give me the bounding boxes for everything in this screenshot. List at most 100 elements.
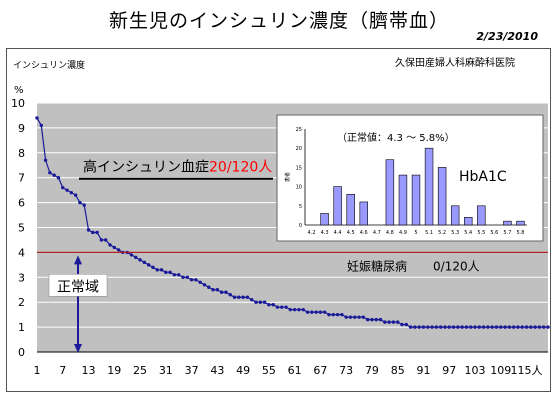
data-point	[39, 123, 43, 128]
data-point	[155, 268, 159, 272]
inset-bar	[503, 220, 512, 226]
data-point	[344, 315, 348, 319]
data-point	[348, 315, 353, 319]
data-point	[258, 300, 262, 304]
data-point	[408, 325, 413, 329]
data-point	[52, 173, 56, 177]
inset-bar	[411, 174, 421, 226]
data-point	[292, 307, 297, 312]
data-point	[477, 325, 481, 329]
data-point	[546, 325, 550, 329]
x-tick-label: 115人	[511, 364, 543, 377]
data-point	[237, 295, 241, 299]
data-point	[284, 305, 288, 309]
data-point	[340, 312, 344, 317]
data-point	[490, 325, 494, 329]
inset-y-tick-label: 10	[296, 185, 302, 191]
data-point	[533, 325, 537, 329]
data-point	[499, 325, 503, 329]
data-point	[219, 290, 224, 294]
data-point	[542, 325, 546, 329]
data-point	[181, 275, 185, 279]
y-tick-label: 2	[18, 296, 25, 309]
date-label: 2/23/2010	[476, 30, 538, 43]
source-label: 久保田産婦人科麻酔科医院	[395, 56, 515, 69]
inset-y-tick-label: 5	[299, 204, 302, 210]
x-tick-label: 43	[210, 364, 224, 377]
y-axis-title: インシュリン濃度	[13, 59, 85, 71]
inset-x-tick-label: 5.3	[451, 230, 459, 236]
data-point	[108, 243, 112, 247]
data-point	[280, 305, 284, 309]
inset-bar	[385, 159, 395, 226]
inset-x-tick-label: 5.1	[425, 230, 433, 236]
inset-x-tick-label: 4.8	[386, 230, 394, 236]
data-point	[232, 295, 237, 299]
data-point	[456, 325, 460, 329]
inset-x-tick-label: 4.6	[360, 230, 368, 236]
data-point	[310, 310, 314, 314]
x-tick-label: 103	[465, 364, 486, 377]
data-point	[82, 203, 86, 207]
high-insulin-count: 20/120人	[209, 160, 272, 176]
x-tick-label: 73	[339, 364, 353, 377]
inset-x-tick-label: 5	[414, 230, 417, 236]
data-point	[370, 317, 374, 322]
y-tick-label: 4	[18, 246, 25, 259]
x-tick-label: 67	[313, 364, 327, 377]
data-point	[69, 190, 74, 195]
normal-range-box	[48, 274, 108, 297]
inset-bar	[398, 174, 408, 226]
x-tick-label: 31	[159, 364, 173, 377]
high-insulin-label: 高インシュリン血症	[83, 159, 209, 176]
x-tick-label: 91	[416, 364, 430, 377]
x-tick-label: 109	[490, 364, 511, 377]
data-point	[194, 278, 198, 282]
data-point	[387, 320, 391, 324]
x-axis-ticks: 1 7 13 19 25 31 37 43 49 55 61 67 73 79 85 91 97 103 109 11…	[34, 364, 543, 377]
inset-x-tick-label: 5.6	[490, 230, 498, 236]
data-point	[275, 305, 280, 309]
data-point	[177, 273, 181, 277]
data-point	[168, 270, 172, 275]
data-point	[413, 325, 417, 329]
normal-range-label: 正常域	[57, 279, 99, 295]
data-point	[520, 325, 524, 329]
data-point	[430, 325, 434, 329]
data-point	[172, 273, 177, 277]
data-point	[86, 228, 91, 232]
data-point	[254, 300, 258, 304]
threshold-label: 妊娠糖尿病	[347, 258, 407, 273]
data-point	[460, 325, 464, 329]
data-point	[142, 260, 147, 265]
data-point	[361, 315, 366, 319]
y-tick-label: 10	[11, 97, 25, 110]
hba1c-inset: （正常値：4.3 ～ 5.8%） HbA1C 患者 0 5 10 15 20 25 4.2 4…	[276, 114, 544, 242]
data-point	[250, 298, 254, 302]
data-point	[473, 325, 477, 329]
inset-x-tick-label: 4.7	[373, 230, 381, 236]
data-point	[318, 310, 323, 314]
x-tick-label: 19	[107, 364, 121, 377]
x-tick-label: 79	[365, 364, 379, 377]
inset-x-tick-label: 5.7	[503, 230, 511, 236]
inset-x-tick-label: 4.2	[308, 230, 316, 236]
data-point	[323, 310, 327, 314]
y-tick-label: 7	[18, 172, 25, 185]
x-tick-label: 61	[288, 364, 302, 377]
data-point	[443, 325, 447, 329]
data-point	[134, 255, 138, 260]
inset-bar	[346, 193, 355, 226]
data-point	[451, 325, 456, 329]
inset-y-tick-label: 0	[299, 223, 302, 229]
data-point	[365, 317, 370, 322]
arrow-up-icon	[74, 255, 82, 265]
inset-bar	[359, 201, 368, 226]
data-point	[129, 253, 134, 257]
data-point	[146, 263, 151, 267]
inset-bar	[450, 205, 460, 226]
data-point	[35, 116, 39, 120]
data-point	[327, 312, 331, 317]
inset-bar	[464, 217, 473, 226]
